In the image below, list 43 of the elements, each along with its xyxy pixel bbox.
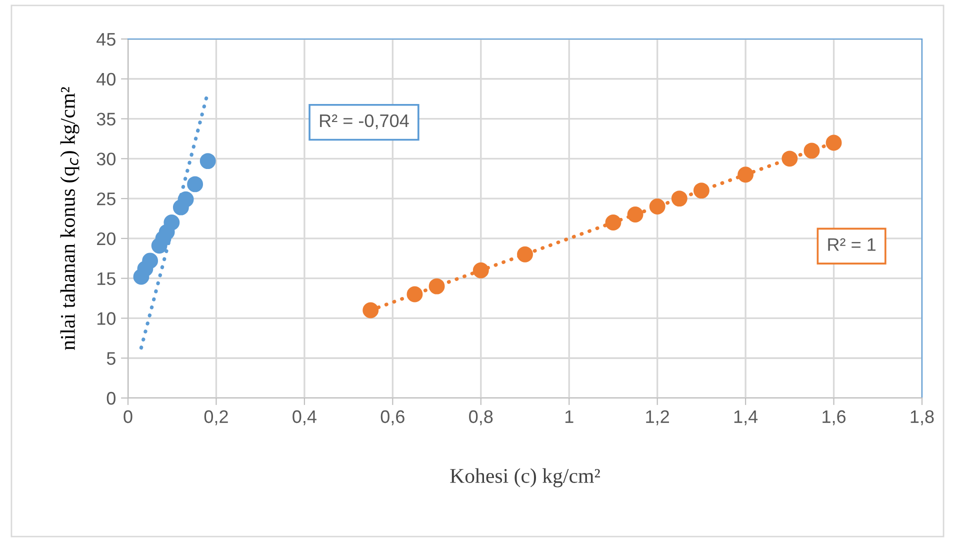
point — [428, 278, 445, 294]
y-tick-label: 0 — [106, 392, 116, 405]
point — [362, 302, 379, 318]
y-tick-label: 20 — [97, 232, 116, 246]
annotation: R² = 1 — [828, 238, 876, 251]
x-tick-label: 0,6 — [380, 410, 404, 426]
y-tick-label: 45 — [96, 33, 116, 46]
point — [142, 252, 158, 269]
point — [187, 176, 204, 192]
point — [472, 262, 489, 278]
point — [826, 134, 842, 151]
y-axis-title: nilai tahanan konus (q$_{c}$) kg/cm² — [60, 87, 80, 350]
point — [649, 198, 666, 215]
y-tick-label: 40 — [96, 72, 116, 86]
point — [804, 142, 820, 159]
y-tick-label: 25 — [97, 192, 116, 206]
point — [406, 286, 423, 302]
point — [200, 153, 216, 170]
x-tick-label: 0,4 — [292, 410, 316, 426]
y-tick-label: 35 — [96, 112, 116, 126]
x-tick-label: 1,4 — [734, 410, 758, 426]
x-tick-label: 1,8 — [910, 410, 934, 426]
point — [782, 150, 798, 167]
x-axis-title: Kohesi (c) kg/cm² — [450, 468, 600, 488]
point — [605, 214, 622, 230]
x-tick-label: 1,6 — [822, 410, 846, 426]
point — [627, 206, 644, 222]
x-tick-label: 0 — [124, 410, 132, 424]
y-tick-label: 5 — [106, 352, 116, 365]
x-tick-label: 1,2 — [646, 410, 669, 426]
y-tick-label: 10 — [97, 312, 116, 325]
y-tick-label: 30 — [96, 152, 116, 166]
x-tick-label: 0,2 — [204, 410, 228, 426]
y-tick-label: 15 — [97, 272, 116, 286]
point — [693, 182, 710, 199]
point — [738, 166, 754, 183]
point — [671, 190, 688, 207]
point — [178, 191, 194, 208]
x-tick-label: 1 — [565, 410, 574, 423]
point — [164, 214, 180, 230]
x-tick-label: 0,8 — [469, 410, 493, 426]
point — [517, 246, 533, 262]
annotation: R² = -0,704 — [320, 114, 409, 130]
